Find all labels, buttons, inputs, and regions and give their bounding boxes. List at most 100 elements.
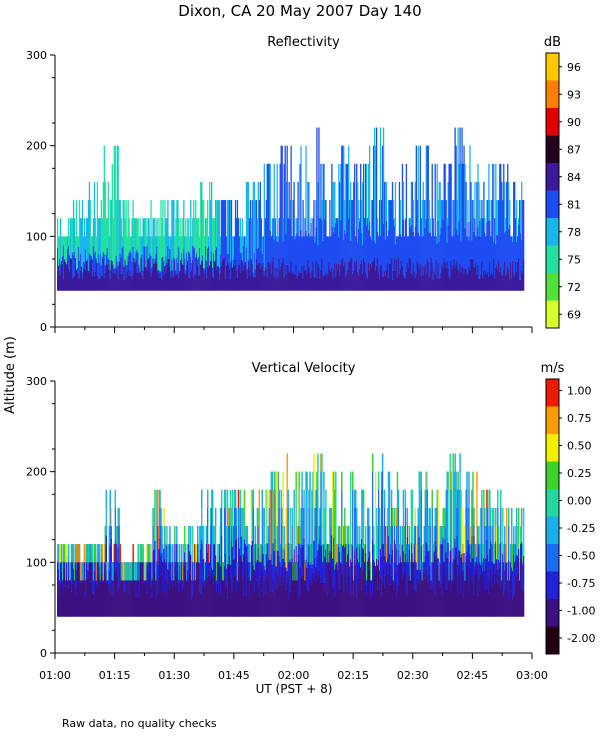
echo-segment [218, 540, 221, 556]
echo-segment [223, 489, 226, 567]
echo-segment [359, 526, 361, 545]
echo-segment [75, 269, 78, 291]
echo-segment [215, 247, 218, 270]
data-column [354, 489, 356, 617]
echo-segment [489, 220, 491, 262]
echo-segment [313, 453, 315, 541]
echo-segment [292, 238, 294, 272]
echo-segment [230, 252, 233, 261]
echo-segment [452, 547, 454, 564]
echo-segment [239, 489, 242, 508]
data-column [214, 200, 217, 291]
echo-segment [262, 236, 264, 254]
echo-segment [356, 597, 358, 617]
echo-segment [96, 557, 99, 587]
echo-segment [300, 145, 302, 231]
echo-segment [206, 526, 208, 545]
data-column [482, 218, 484, 291]
echo-segment [384, 526, 387, 545]
echo-segment [317, 453, 319, 472]
echo-segment [375, 558, 378, 617]
data-column [124, 562, 126, 617]
data-column [508, 181, 510, 291]
echo-segment [123, 591, 125, 617]
echo-segment [419, 571, 421, 617]
echo-segment [338, 163, 340, 238]
echo-segment [414, 507, 416, 560]
echo-segment [324, 507, 326, 527]
data-column [328, 544, 330, 617]
echo-segment [117, 589, 119, 617]
echo-segment [149, 252, 151, 268]
reflectivity-panel: Reflectivity dB01002003006972757881848790… [26, 35, 581, 334]
echo-segment [494, 544, 496, 563]
echo-segment [231, 590, 234, 617]
echo-segment [171, 270, 173, 291]
echo-segment [380, 471, 383, 557]
echo-segment [317, 262, 319, 291]
echo-segment [405, 163, 408, 237]
echo-segment [311, 489, 313, 508]
echo-segment [319, 576, 321, 617]
echo-segment [100, 200, 103, 265]
echo-segment [421, 265, 423, 291]
echo-segment [470, 578, 472, 617]
echo-segment [488, 276, 490, 291]
echo-segment [201, 181, 203, 261]
echo-segment [87, 570, 90, 578]
data-column [371, 453, 374, 617]
data-column [502, 507, 504, 617]
echo-segment [265, 576, 267, 617]
echo-segment [439, 526, 441, 564]
echo-segment [489, 580, 491, 617]
data-column [131, 562, 133, 617]
echo-segment [307, 591, 309, 617]
echo-segment [397, 549, 400, 585]
echo-segment [192, 259, 194, 291]
echo-segment [319, 507, 321, 527]
echo-segment [365, 526, 367, 545]
data-column [342, 145, 344, 291]
echo-segment [167, 569, 169, 584]
echo-segment [436, 489, 438, 557]
data-column [338, 163, 340, 291]
echo-segment [404, 489, 407, 554]
echo-segment [326, 236, 328, 245]
echo-segment [253, 544, 256, 563]
echo-segment [431, 489, 433, 508]
echo-segment [281, 564, 283, 617]
data-column [367, 218, 369, 291]
colorbar-swatch [546, 516, 559, 544]
data-column [373, 127, 376, 291]
echo-segment [251, 263, 254, 291]
echo-segment [504, 261, 506, 291]
echo-segment [461, 553, 463, 617]
echo-segment [398, 563, 401, 617]
echo-segment [346, 553, 348, 582]
echo-segment [142, 218, 144, 271]
echo-segment [345, 564, 347, 617]
echo-segment [119, 200, 121, 254]
echo-segment [518, 548, 520, 558]
echo-segment [326, 244, 328, 276]
echo-segment [209, 575, 211, 617]
echo-segment [364, 244, 366, 262]
echo-segment [249, 200, 252, 257]
echo-segment [166, 595, 168, 617]
echo-segment [362, 489, 364, 508]
echo-segment [189, 252, 191, 279]
echo-segment [193, 578, 195, 617]
echo-segment [125, 265, 127, 278]
echo-segment [157, 526, 159, 565]
echo-segment [311, 270, 313, 291]
echo-segment [292, 271, 294, 291]
echo-segment [409, 258, 412, 291]
echo-segment [497, 269, 499, 291]
data-column [519, 200, 521, 291]
echo-segment [365, 552, 367, 585]
echo-segment [462, 544, 464, 563]
echo-segment [379, 235, 382, 265]
echo-segment [462, 163, 464, 238]
echo-segment [394, 544, 397, 563]
